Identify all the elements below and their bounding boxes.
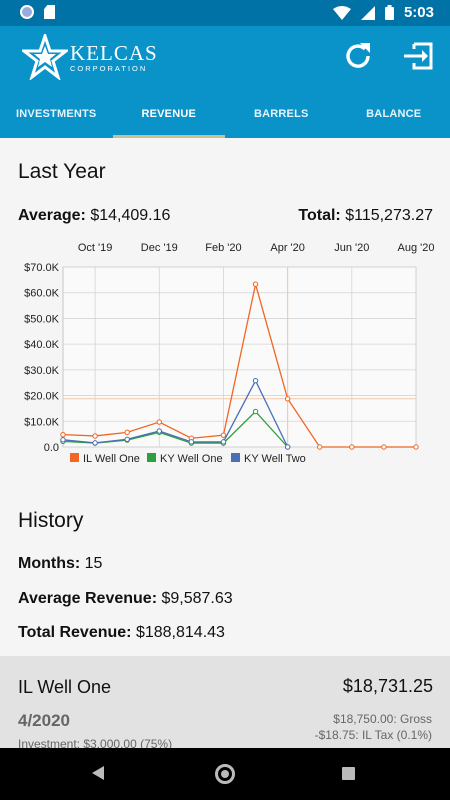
average-revenue-label: Average Revenue: xyxy=(18,590,158,607)
data-point-ky-well-two xyxy=(252,377,259,384)
tab-balance[interactable]: BALANCE xyxy=(366,108,422,120)
y-tick-label: $50.0K xyxy=(24,313,60,325)
total-revenue-label: Total Revenue: xyxy=(18,624,132,641)
last-year-title: Last Year xyxy=(18,160,106,183)
x-tick-label: Oct '19 xyxy=(78,242,113,254)
well-amount: $18,731.25 xyxy=(342,676,433,696)
data-point-ky-well-two xyxy=(284,444,291,450)
last-year-total: Total: $115,273.27 xyxy=(298,207,433,225)
data-point-ky-well-two xyxy=(220,439,227,445)
data-point-il-well-one xyxy=(381,444,387,450)
data-point-il-well-one xyxy=(124,429,130,436)
legend-label-il-well-one: IL Well One xyxy=(83,453,140,465)
recent-apps-icon[interactable] xyxy=(342,767,355,780)
back-icon[interactable] xyxy=(92,766,104,780)
legend-label-ky-well-one: KY Well One xyxy=(160,453,223,465)
y-tick-label: $40.0K xyxy=(24,339,60,351)
logout-icon xyxy=(404,42,433,70)
series-line-il-well-one xyxy=(62,284,416,448)
history-total-revenue: Total Revenue: $188,814.43 xyxy=(18,624,225,642)
y-tick-label: $30.0K xyxy=(24,365,60,377)
status-bar: 5:03 xyxy=(0,0,450,26)
total-revenue-value: $188,814.43 xyxy=(135,624,225,641)
tab-revenue[interactable]: REVENUE xyxy=(112,96,225,138)
data-point-il-well-one xyxy=(60,431,66,438)
total-label: Total: xyxy=(298,207,341,224)
data-point-il-well-one xyxy=(252,281,259,287)
y-tick-label: $10.0K xyxy=(24,416,60,428)
status-time: 5:03 xyxy=(403,4,434,21)
data-point-ky-well-two xyxy=(188,439,195,445)
app-bar: KELCAS CORPORATION INVESTMENTS REVENUE B… xyxy=(0,26,450,138)
data-point-il-well-one xyxy=(349,444,355,450)
well-revenue-card[interactable]: IL Well One $18,731.25 4/2020 $18,750.00… xyxy=(0,656,450,748)
battery-icon xyxy=(384,5,394,20)
refresh-icon xyxy=(346,43,370,68)
data-point-ky-well-one xyxy=(252,408,259,415)
circle-status-icon xyxy=(20,5,34,19)
data-point-ky-well-two xyxy=(156,428,162,434)
total-value: $115,273.27 xyxy=(345,207,433,224)
well-gross: $18,750.00: Gross xyxy=(333,712,432,726)
data-point-ky-well-two xyxy=(60,437,66,443)
well-tax: -$18.75: IL Tax (0.1%) xyxy=(314,728,432,742)
history-title: History xyxy=(18,509,84,532)
revenue-line-chart[interactable]: $70.0K $60.0K $50.0K $40.0K $30.0K $20.0K $10.… xyxy=(0,236,450,471)
series-line-ky-well-two xyxy=(62,379,289,448)
x-tick-label: Apr '20 xyxy=(270,242,305,254)
x-tick-label: Dec '19 xyxy=(141,242,178,254)
data-point-il-well-one xyxy=(413,444,419,450)
average-value: $14,409.16 xyxy=(90,207,171,224)
x-tick-label: Aug '20 xyxy=(398,242,435,254)
history-months: Months: 15 xyxy=(18,555,102,573)
data-point-il-well-one xyxy=(317,444,323,450)
data-point-ky-well-two xyxy=(92,440,98,446)
kelcas-logo: KELCAS CORPORATION xyxy=(22,34,158,80)
legend-swatch-ky-well-two xyxy=(231,453,240,462)
data-point-il-well-one xyxy=(284,396,291,402)
logout-button[interactable] xyxy=(400,38,436,74)
logo-main-text: KELCAS xyxy=(70,40,158,65)
y-tick-label: $20.0K xyxy=(24,391,60,403)
sd-card-icon xyxy=(44,5,55,19)
logo-sub-text: CORPORATION xyxy=(70,63,148,73)
y-tick-label: $70.0K xyxy=(24,262,60,274)
well-investment: Investment: $3,000.00 (75%) xyxy=(18,737,173,748)
wifi-icon xyxy=(332,5,351,20)
tab-barrels[interactable]: BARRELS xyxy=(253,108,309,120)
data-point-ky-well-two xyxy=(124,436,130,442)
last-year-average: Average: $14,409.16 xyxy=(18,207,170,225)
well-name: IL Well One xyxy=(18,677,112,697)
data-point-il-well-one xyxy=(156,419,162,425)
system-nav-bar xyxy=(0,748,450,800)
legend-swatch-il-well-one xyxy=(70,453,79,462)
months-value: 15 xyxy=(84,555,103,572)
x-tick-label: Jun '20 xyxy=(334,242,369,254)
refresh-button[interactable] xyxy=(340,38,376,74)
legend-swatch-ky-well-one xyxy=(147,453,156,462)
average-label: Average: xyxy=(18,207,86,224)
history-average-revenue: Average Revenue: $9,587.63 xyxy=(18,590,233,608)
star-logo-icon xyxy=(22,34,68,80)
signal-icon xyxy=(360,5,375,20)
legend-label-ky-well-two: KY Well Two xyxy=(244,453,306,465)
x-tick-label: Feb '20 xyxy=(205,242,241,254)
y-tick-label: $60.0K xyxy=(24,288,60,300)
revenue-content[interactable]: Last Year Average: $14,409.16 Total: $11… xyxy=(0,138,450,748)
data-point-il-well-one xyxy=(220,432,227,438)
well-date: 4/2020 xyxy=(18,711,70,730)
average-revenue-value: $9,587.63 xyxy=(161,590,233,607)
tab-investments[interactable]: INVESTMENTS xyxy=(16,108,97,120)
data-point-il-well-one xyxy=(92,433,98,439)
y-tick-label: 0.0 xyxy=(44,442,59,454)
home-icon[interactable] xyxy=(215,764,235,784)
tab-bar: INVESTMENTS REVENUE BARRELS BALANCE xyxy=(0,96,450,138)
months-label: Months: xyxy=(18,555,81,572)
